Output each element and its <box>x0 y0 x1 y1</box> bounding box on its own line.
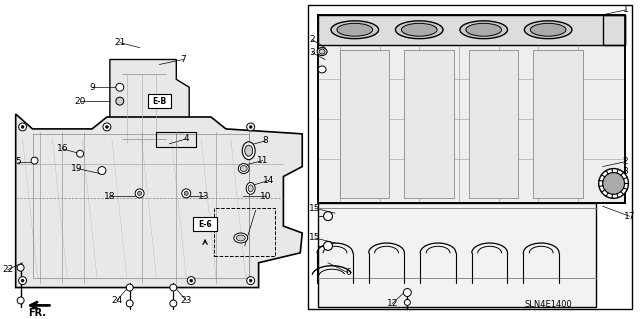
Text: 6: 6 <box>345 268 351 277</box>
Circle shape <box>77 150 84 157</box>
Bar <box>308 5 632 309</box>
Text: 17: 17 <box>624 212 636 221</box>
Polygon shape <box>110 60 189 154</box>
Text: 9: 9 <box>89 83 95 92</box>
Text: SLN4E1400: SLN4E1400 <box>524 300 572 309</box>
Bar <box>404 49 454 198</box>
Text: 3: 3 <box>623 167 628 176</box>
Polygon shape <box>318 15 625 45</box>
Ellipse shape <box>331 21 379 39</box>
Text: 19: 19 <box>72 164 83 173</box>
Ellipse shape <box>234 233 248 243</box>
Ellipse shape <box>524 21 572 39</box>
Text: 13: 13 <box>198 192 210 201</box>
Text: 11: 11 <box>257 156 268 165</box>
Ellipse shape <box>246 182 255 194</box>
Circle shape <box>182 189 191 198</box>
Text: 20: 20 <box>74 97 86 106</box>
Circle shape <box>249 125 252 129</box>
Text: 24: 24 <box>111 296 122 305</box>
Circle shape <box>246 277 255 285</box>
Circle shape <box>246 123 255 131</box>
Circle shape <box>184 191 188 195</box>
Ellipse shape <box>337 23 372 36</box>
Text: 7: 7 <box>180 55 186 64</box>
Circle shape <box>170 300 177 307</box>
Circle shape <box>116 97 124 105</box>
Text: 12: 12 <box>387 299 398 308</box>
Ellipse shape <box>238 164 249 174</box>
Ellipse shape <box>319 49 325 54</box>
Text: 3: 3 <box>309 48 315 57</box>
Ellipse shape <box>248 185 253 192</box>
Text: 5: 5 <box>15 157 20 166</box>
Text: E-B: E-B <box>152 97 166 106</box>
Ellipse shape <box>401 23 437 36</box>
Circle shape <box>116 83 124 91</box>
Circle shape <box>324 212 333 221</box>
Text: FR.: FR. <box>29 308 47 318</box>
Circle shape <box>126 300 133 307</box>
Text: 18: 18 <box>104 192 116 201</box>
Text: 22: 22 <box>2 265 13 274</box>
Text: 21: 21 <box>114 38 125 47</box>
Text: 4: 4 <box>184 134 189 143</box>
Text: 1: 1 <box>623 5 628 14</box>
Ellipse shape <box>243 142 255 160</box>
FancyBboxPatch shape <box>148 94 172 108</box>
Text: 2: 2 <box>623 157 628 166</box>
Bar <box>340 49 390 198</box>
Text: 2: 2 <box>309 35 315 44</box>
Ellipse shape <box>240 166 247 172</box>
Text: 16: 16 <box>56 144 68 153</box>
Circle shape <box>126 284 133 291</box>
Ellipse shape <box>244 145 253 156</box>
Circle shape <box>189 279 193 282</box>
Circle shape <box>19 277 27 285</box>
Ellipse shape <box>317 48 327 56</box>
Text: 10: 10 <box>260 192 271 201</box>
Circle shape <box>170 284 177 291</box>
Bar <box>469 49 518 198</box>
Circle shape <box>138 191 141 195</box>
Circle shape <box>17 297 24 304</box>
Ellipse shape <box>460 21 508 39</box>
Text: 14: 14 <box>263 176 274 185</box>
Polygon shape <box>15 114 302 287</box>
Circle shape <box>404 300 410 305</box>
Bar <box>214 208 275 256</box>
Circle shape <box>249 279 252 282</box>
Circle shape <box>98 167 106 174</box>
Ellipse shape <box>531 23 566 36</box>
Circle shape <box>31 157 38 164</box>
Ellipse shape <box>598 168 628 198</box>
Ellipse shape <box>236 235 245 241</box>
Circle shape <box>106 125 108 129</box>
Circle shape <box>21 279 24 282</box>
Circle shape <box>103 123 111 131</box>
Ellipse shape <box>603 173 625 194</box>
Circle shape <box>324 241 333 250</box>
Text: E-6: E-6 <box>198 219 212 229</box>
Text: 23: 23 <box>180 296 192 305</box>
Circle shape <box>135 189 144 198</box>
Circle shape <box>403 289 412 296</box>
Circle shape <box>188 277 195 285</box>
Ellipse shape <box>396 21 443 39</box>
Circle shape <box>19 123 27 131</box>
Text: 15: 15 <box>309 204 321 213</box>
Bar <box>318 15 625 203</box>
Bar <box>318 203 596 308</box>
Text: 15: 15 <box>309 234 321 242</box>
Ellipse shape <box>466 23 502 36</box>
FancyBboxPatch shape <box>193 217 217 231</box>
Text: 8: 8 <box>262 136 268 145</box>
Bar <box>533 49 583 198</box>
Circle shape <box>21 125 24 129</box>
Circle shape <box>17 264 24 271</box>
Ellipse shape <box>318 66 326 73</box>
